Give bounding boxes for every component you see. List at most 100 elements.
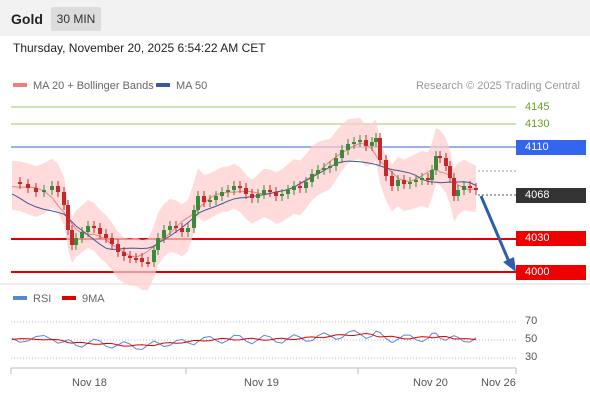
rsi-tick-70: 70 bbox=[525, 315, 538, 327]
candle-body bbox=[274, 192, 278, 196]
candle-body bbox=[456, 190, 460, 196]
candle-body bbox=[220, 192, 224, 196]
rsi-chart bbox=[11, 321, 516, 359]
candle-body bbox=[192, 210, 196, 228]
timestamp: Thursday, November 20, 2025 6:54:22 AM C… bbox=[13, 41, 266, 55]
candle-body bbox=[140, 258, 144, 262]
x-tick-nov18: Nov 18 bbox=[72, 377, 107, 389]
legend-rsi-label: RSI bbox=[33, 293, 52, 305]
level-4130-label: 4130 bbox=[525, 118, 550, 130]
candle-body bbox=[374, 138, 378, 142]
candle-body bbox=[474, 188, 478, 190]
candle-body bbox=[162, 230, 166, 238]
rsi-swatch bbox=[13, 296, 27, 301]
candle-body bbox=[86, 226, 90, 232]
candle-body bbox=[298, 186, 302, 188]
candle-body bbox=[80, 232, 84, 238]
candle-body bbox=[426, 178, 430, 180]
candle-body bbox=[232, 186, 236, 190]
candle-body bbox=[152, 250, 156, 262]
forecast-arrow-head bbox=[503, 257, 516, 272]
candle-body bbox=[346, 144, 350, 150]
symbol-title: Gold bbox=[11, 11, 43, 27]
candle-body bbox=[34, 188, 38, 192]
candle-body bbox=[168, 226, 172, 230]
candle-body bbox=[340, 150, 344, 158]
candle-body bbox=[268, 190, 272, 192]
candle-body bbox=[452, 178, 456, 196]
candle-body bbox=[226, 190, 230, 192]
timeframe-button[interactable]: 30 MIN bbox=[51, 7, 101, 31]
candle-body bbox=[110, 238, 114, 244]
candle-body bbox=[244, 188, 248, 194]
candle-body bbox=[128, 256, 132, 258]
candle-body bbox=[134, 258, 138, 260]
forecast-arrow-shaft bbox=[479, 195, 512, 265]
level-4068-tag: 4068 bbox=[516, 188, 586, 203]
candle-body bbox=[286, 190, 290, 194]
rsi-line bbox=[11, 329, 477, 351]
level-4030-tag: 4030 bbox=[516, 231, 586, 246]
level-4000-tag: 4000 bbox=[516, 265, 586, 280]
x-tick-nov19: Nov 19 bbox=[244, 377, 279, 389]
candle-body bbox=[262, 190, 266, 194]
candle-body bbox=[92, 226, 96, 228]
price-chart bbox=[0, 106, 590, 374]
legend-ma50: MA 50 bbox=[156, 80, 207, 92]
candle-body bbox=[104, 234, 108, 238]
level-4110-tag: 4110 bbox=[516, 140, 586, 155]
candle-body bbox=[328, 166, 332, 168]
candle-body bbox=[310, 174, 314, 182]
candle-body bbox=[66, 205, 70, 230]
candle-body bbox=[468, 186, 472, 188]
candle-body bbox=[50, 186, 54, 190]
candle-body bbox=[358, 140, 362, 142]
candle-body bbox=[174, 226, 178, 228]
ma20-swatch bbox=[13, 83, 27, 88]
legend-ma50-label: MA 50 bbox=[176, 80, 208, 92]
candle-body bbox=[292, 186, 296, 190]
rsi-9ma-line bbox=[11, 333, 477, 347]
candle-body bbox=[352, 142, 356, 144]
candle-body bbox=[444, 158, 448, 166]
candle-body bbox=[438, 156, 442, 158]
candle-body bbox=[384, 160, 388, 176]
candle-body bbox=[402, 180, 406, 184]
candle-body bbox=[396, 180, 400, 186]
candle-body bbox=[434, 156, 438, 170]
candle-body bbox=[430, 170, 434, 180]
candle-body bbox=[42, 190, 46, 192]
candle-body bbox=[26, 184, 30, 188]
rsi-tick-30: 30 bbox=[525, 351, 538, 363]
candle-body bbox=[186, 228, 190, 232]
candle-body bbox=[122, 252, 126, 256]
candle-body bbox=[202, 196, 206, 202]
candle-body bbox=[462, 186, 466, 190]
candle-body bbox=[180, 228, 184, 232]
candle-body bbox=[408, 182, 412, 184]
candle-body bbox=[18, 182, 22, 184]
x-tick-nov26: Nov 26 bbox=[481, 377, 516, 389]
candle-body bbox=[364, 140, 368, 146]
candle-body bbox=[62, 192, 66, 205]
level-4145-label: 4145 bbox=[525, 101, 550, 113]
candle-body bbox=[196, 196, 200, 210]
candle-body bbox=[256, 194, 260, 198]
ma50-swatch bbox=[156, 83, 170, 88]
candle-body bbox=[448, 166, 452, 178]
candle-body bbox=[390, 176, 394, 186]
candle-body bbox=[208, 200, 212, 202]
candle-body bbox=[420, 178, 424, 180]
candle-body bbox=[56, 186, 60, 192]
candle-body bbox=[238, 186, 242, 188]
rsi-tick-50: 50 bbox=[525, 333, 538, 345]
bollinger-band bbox=[12, 117, 476, 290]
candle-body bbox=[156, 238, 160, 250]
candle-body bbox=[304, 182, 308, 188]
ma9-swatch bbox=[62, 296, 76, 301]
candle-body bbox=[280, 194, 284, 196]
legend-ma20: MA 20 + Bollinger Bands bbox=[13, 80, 154, 92]
candle-body bbox=[214, 196, 218, 200]
candle-body bbox=[146, 262, 150, 264]
